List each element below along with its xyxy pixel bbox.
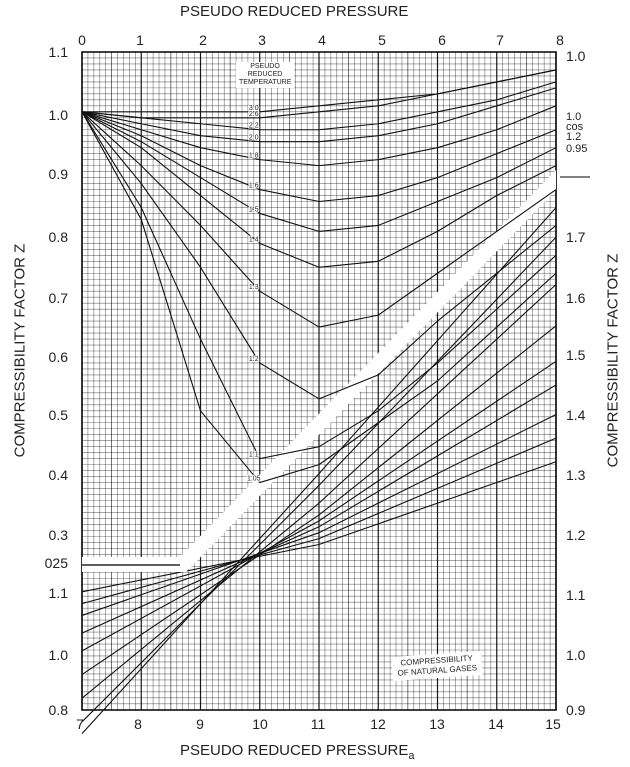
right-tick-label: cos — [566, 121, 584, 133]
bottom-tick-label: 15 — [545, 716, 561, 732]
right-tick-label: 1.4 — [566, 407, 586, 423]
curve-label-1.3: 1.3 — [249, 284, 259, 291]
curve-upper-tpr-1.6 — [81, 111, 557, 203]
plot-frame — [81, 51, 557, 711]
top-axis-title: PSEUDO REDUCED PRESSURE — [180, 3, 409, 20]
bottom-tick-label: 9 — [196, 716, 204, 732]
right-tick-label-lower: 1.1 — [566, 587, 586, 603]
left-tick-label: 0.5 — [49, 407, 69, 423]
curve-upper-tpr-1.8 — [81, 105, 557, 167]
left-tick-label-lower: 1.0 — [49, 647, 69, 663]
temperature-annotation: PSEUDO REDUCED TEMPERATURE — [236, 62, 294, 88]
curve-upper-tpr-1.2 — [81, 111, 557, 400]
curve-lower-tpr-2.0 — [81, 437, 557, 605]
curve-label-1.2: 1.2 — [249, 356, 259, 363]
right-tick-label: 1.5 — [566, 347, 586, 363]
top-tick-label: 6 — [438, 32, 446, 48]
curve-upper-tpr-1.1 — [81, 111, 557, 460]
right-tick-label: 1.7 — [566, 229, 586, 245]
right-tick-label: 1.2 — [566, 527, 586, 543]
curve-lower-tpr-1.5 — [81, 384, 557, 634]
curve-upper-tpr-2.2 — [81, 81, 557, 131]
top-tick-label: 7 — [496, 32, 504, 48]
left-tick-label-lower: 0.8 — [49, 702, 69, 718]
curve-label-1.4: 1.4 — [249, 236, 259, 243]
top-tick-label: 1 — [136, 32, 144, 48]
right-tick-label: 1.0 — [566, 111, 581, 123]
bottom-axis-subscript: a — [408, 750, 415, 762]
bottom-axis-title-text: PSEUDO REDUCED PRESSURE — [180, 742, 409, 759]
left-tick-label: 0.3 — [49, 527, 69, 543]
curve-label-1.6: 1.6 — [249, 183, 259, 190]
right-tick-label: 1.6 — [566, 290, 586, 306]
curve-lower-tpr-1.4 — [81, 360, 557, 652]
curve-upper-tpr-1.4 — [81, 111, 557, 268]
right-tick-label-lower: 0.9 — [566, 702, 586, 718]
bottom-tick-label: 13 — [429, 716, 445, 732]
bottom-tick-label: 14 — [488, 716, 504, 732]
left-tick-label: 0.4 — [49, 467, 69, 483]
bottom-tick-label: 7 — [76, 716, 84, 732]
curve-label-1.1: 1.1 — [249, 452, 259, 459]
curve-label-3.0: 3.0 — [249, 105, 259, 112]
curve-lower-tpr-1.1 — [81, 236, 557, 723]
bottom-tick-label: 10 — [252, 716, 268, 732]
left-tick-label: 1.0 — [49, 107, 69, 123]
curve-label-1.05: 1.05 — [247, 476, 261, 483]
bottom-tick-label: 8 — [134, 716, 142, 732]
curve-lower-tpr-3.0 — [81, 461, 557, 593]
curve-upper-tpr-1.05 — [81, 111, 557, 484]
left-tick-label: 0.7 — [49, 290, 69, 306]
right-tick-label: 1.0 — [566, 48, 586, 64]
left-tick-label: 0.8 — [49, 229, 69, 245]
curve-label-1.8: 1.8 — [249, 153, 259, 160]
curve-label-2.0: 2.0 — [249, 135, 259, 142]
curve-label-1.5: 1.5 — [249, 206, 259, 213]
left-tick-label: 0.6 — [49, 349, 69, 365]
left-tick-label: 1.1 — [49, 44, 69, 60]
right-tick-label: 1.3 — [566, 467, 586, 483]
bottom-tick-label: 12 — [370, 716, 386, 732]
right-tick-label: 1.2 — [566, 131, 581, 143]
left-tick-label-lower: 1.1 — [49, 585, 69, 601]
left-tick-label: 0.9 — [49, 166, 69, 182]
top-tick-label: 2 — [199, 32, 207, 48]
top-tick-label: 5 — [378, 32, 386, 48]
curve-label-2.6: 2.6 — [249, 111, 259, 118]
curve-lower-tpr-1.3 — [81, 325, 557, 675]
curve-upper-tpr-1.5 — [81, 111, 557, 232]
curve-lower-tpr-1.2 — [81, 284, 557, 699]
curve-upper-tpr-2.6 — [81, 69, 557, 119]
curve-lower-tpr-1.05 — [81, 207, 557, 735]
left-tick-label: 025 — [45, 555, 69, 571]
curve-upper-tpr-1.3 — [81, 111, 557, 328]
curve-lower-tpr-1.7 — [81, 414, 557, 616]
top-tick-label: 8 — [556, 32, 564, 48]
bottom-axis-title: PSEUDO REDUCED PRESSUREa — [180, 742, 415, 762]
top-tick-label: 4 — [318, 32, 326, 48]
curve-label-2.2: 2.2 — [249, 123, 259, 130]
top-tick-label: 3 — [258, 32, 266, 48]
right-tick-label: 0.95 — [566, 143, 587, 155]
curve-upper-tpr-2.0 — [81, 87, 557, 143]
top-tick-label: 0 — [78, 32, 86, 48]
bottom-tick-label: 11 — [311, 716, 326, 732]
right-tick-label-lower: 1.0 — [566, 647, 586, 663]
